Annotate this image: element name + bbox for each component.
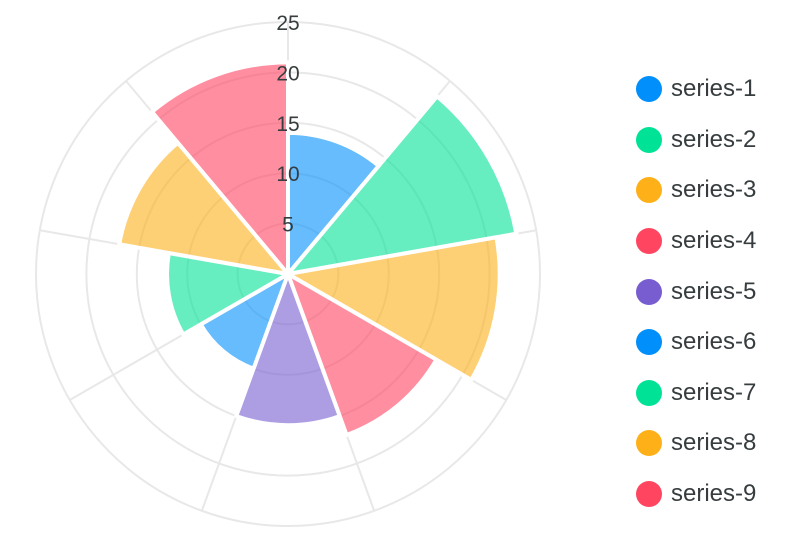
legend-label: series-4 (671, 227, 757, 255)
radial-tick-label-15: 15 (276, 113, 299, 136)
radial-tick-label-25: 25 (276, 12, 299, 35)
legend-item-series-5[interactable]: series-5 (636, 266, 796, 317)
slice-series-8[interactable] (117, 140, 290, 276)
legend-marker (636, 481, 662, 508)
legend-marker (636, 278, 662, 305)
legend-item-series-2[interactable]: series-2 (636, 115, 796, 166)
slice-series-4[interactable] (286, 272, 439, 438)
legend-item-series-3[interactable]: series-3 (636, 165, 796, 216)
legend-label: series-2 (671, 125, 757, 153)
legend-item-series-6[interactable]: series-6 (636, 317, 796, 368)
legend-marker (636, 126, 662, 153)
radial-tick-label-20: 20 (276, 62, 299, 85)
radial-tick-label-5: 5 (282, 214, 294, 237)
radial-tick-label-10: 10 (276, 163, 299, 186)
legend-label: series-1 (671, 75, 757, 103)
slice-series-3[interactable] (286, 235, 502, 382)
slice-series-5[interactable] (234, 272, 342, 428)
legend-item-series-1[interactable]: series-1 (636, 64, 796, 115)
legend-label: series-8 (671, 429, 757, 457)
slice-series-2[interactable] (286, 94, 519, 276)
legend-label: series-9 (671, 480, 757, 508)
legend-marker (636, 430, 662, 457)
legend-label: series-5 (671, 277, 757, 305)
legend-item-series-4[interactable]: series-4 (636, 216, 796, 267)
radial-tick-labels: 5 10 15 20 25 (276, 12, 299, 237)
polar-slices (117, 60, 519, 438)
legend-label: series-6 (671, 328, 757, 356)
legend-marker (636, 177, 662, 204)
legend-marker (636, 228, 662, 255)
legend-marker (636, 329, 662, 356)
legend-item-series-9[interactable]: series-9 (636, 469, 796, 520)
slice-series-7[interactable] (165, 250, 290, 337)
legend-marker (636, 76, 662, 103)
legend-marker (636, 379, 662, 406)
slice-series-1[interactable] (286, 130, 381, 276)
legend-item-series-8[interactable]: series-8 (636, 418, 796, 469)
legend-item-series-7[interactable]: series-7 (636, 368, 796, 419)
slice-series-9[interactable] (149, 60, 290, 276)
legend-label: series-7 (671, 378, 757, 406)
chart-legend: series-1 series-2 series-3 series-4 series-5… (636, 64, 796, 519)
legend-label: series-3 (671, 176, 757, 204)
